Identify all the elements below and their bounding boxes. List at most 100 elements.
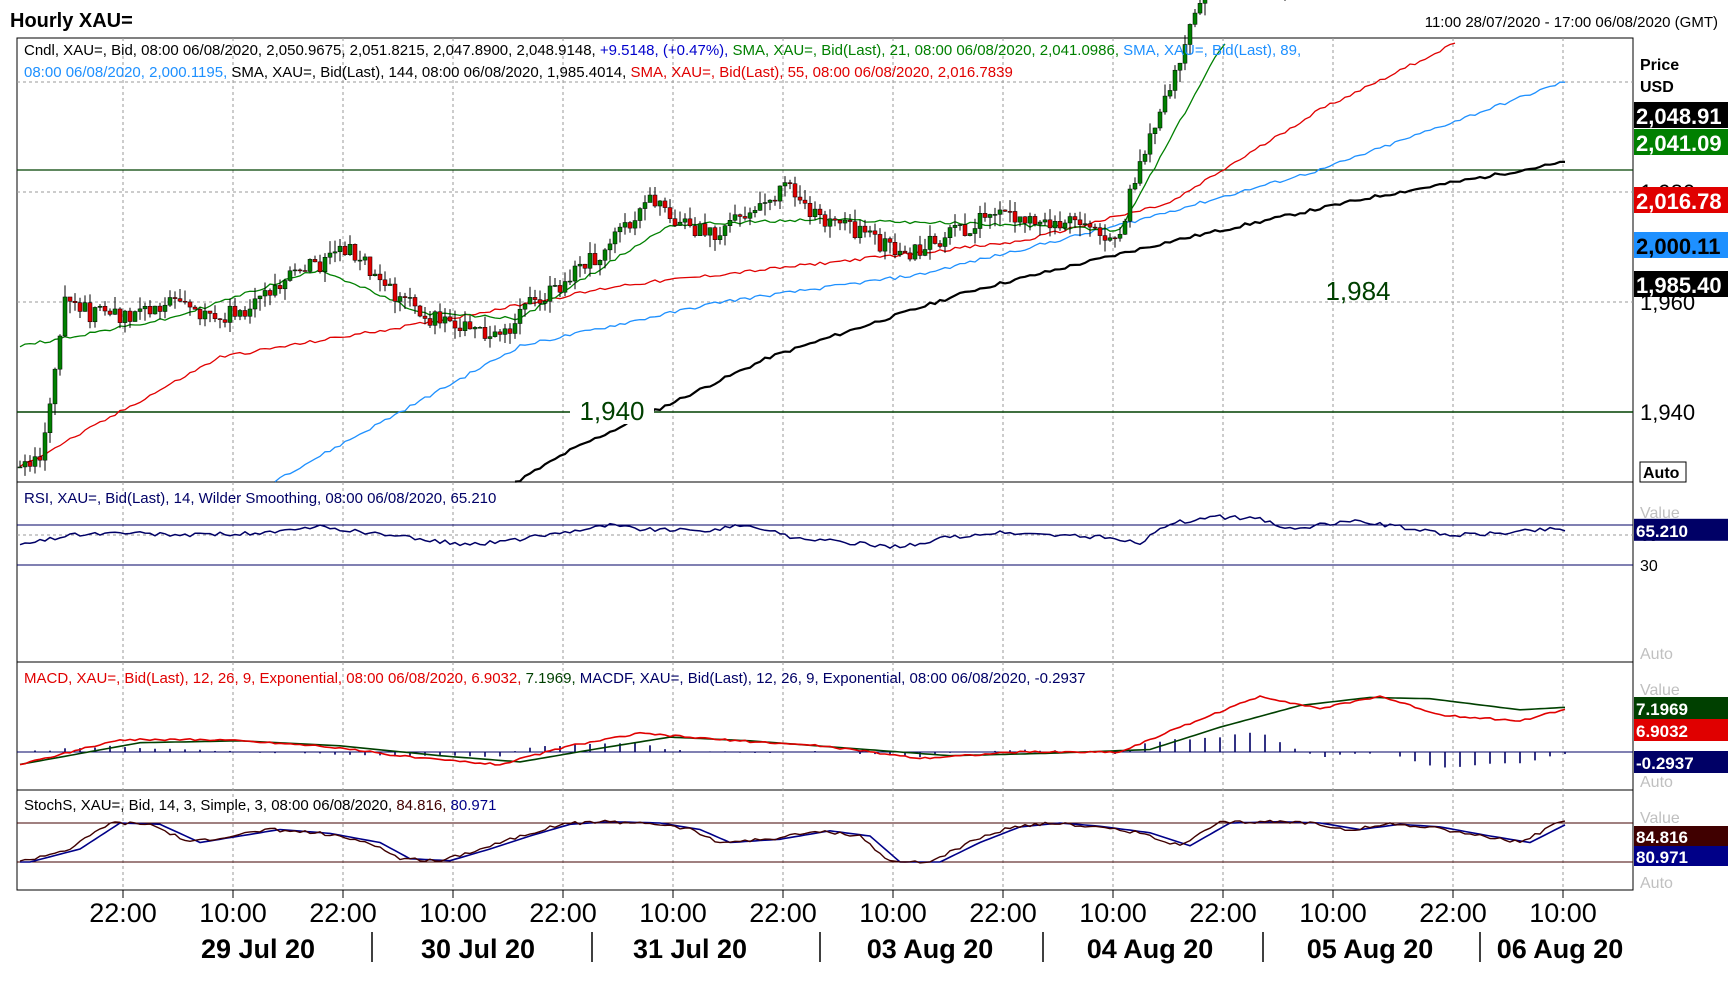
candle-body: [432, 311, 438, 326]
candle-body: [97, 306, 103, 308]
candle-body: [747, 212, 753, 219]
candle-body: [357, 259, 363, 262]
candle-body: [937, 243, 943, 247]
candle-body: [547, 285, 553, 302]
candle-body: [157, 305, 163, 312]
rsi-panel[interactable]: [16, 481, 1634, 663]
candle-body: [647, 194, 653, 203]
price-value-tag: [1634, 187, 1728, 213]
candle-body: [712, 227, 718, 240]
candle-body: [897, 250, 903, 255]
candle-body: [632, 220, 638, 229]
candle-body: [1142, 153, 1148, 162]
candle-body: [352, 244, 358, 261]
macd-axis-title: Value: [1640, 682, 1680, 699]
candle-body: [752, 210, 758, 214]
candle-body: [792, 183, 798, 198]
candle-body: [87, 302, 93, 323]
stoch-auto-label[interactable]: Auto: [1640, 875, 1673, 892]
candle-body: [372, 273, 378, 277]
macd-value-text: 6.9032: [1636, 722, 1688, 741]
candle-body: [882, 238, 888, 252]
candle-body: [322, 256, 328, 273]
candle-body: [567, 280, 573, 283]
date-label: 31 Jul 20: [633, 934, 747, 964]
price-auto-button[interactable]: [1639, 461, 1687, 483]
rsi-auto-label[interactable]: Auto: [1640, 646, 1673, 663]
candle-body: [482, 327, 488, 339]
macd-value-tag: [1634, 719, 1728, 741]
candle-body: [1052, 221, 1058, 229]
legend-segment: +9.5148, (+0.47%),: [600, 42, 733, 59]
candle-body: [622, 222, 628, 228]
candle-body: [47, 403, 53, 433]
rsi-value-text: 65.210: [1636, 522, 1688, 541]
candle-body: [527, 297, 533, 305]
legend-segment: SMA, XAU=, Bid(Last), 21, 08:00 06/08/20…: [732, 42, 1123, 59]
candle-body: [687, 218, 693, 227]
candle-body: [642, 202, 648, 209]
candle-body: [572, 265, 578, 282]
macd-auto-label[interactable]: Auto: [1640, 774, 1673, 791]
candle-body: [1017, 216, 1023, 223]
candle-body: [1182, 44, 1188, 64]
candle-body: [822, 214, 828, 227]
candle-body: [987, 214, 993, 218]
time-tick-label: 10:00: [1299, 898, 1367, 928]
candle-body: [152, 305, 158, 315]
candle-body: [1157, 111, 1163, 129]
price-legend-line-1: Cndl, XAU=, Bid, 08:00 06/08/2020, 2,050…: [24, 42, 1301, 59]
candle-body: [212, 313, 218, 319]
candle-body: [127, 310, 133, 322]
price-value-tag-text: 2,041.09: [1636, 131, 1722, 156]
candle-body: [182, 300, 188, 303]
candle-body: [1172, 69, 1178, 91]
candle-body: [652, 194, 658, 207]
time-tick-label: 10:00: [419, 898, 487, 928]
candle-body: [807, 203, 813, 217]
candle-body: [112, 308, 118, 315]
candle-body: [922, 249, 928, 256]
candle-body: [1002, 209, 1008, 212]
candle-body: [1007, 211, 1013, 213]
candle-body: [982, 213, 988, 218]
candle-body: [812, 208, 818, 217]
candle-body: [332, 251, 338, 254]
candle-body: [1202, 0, 1208, 4]
candle-body: [417, 305, 423, 317]
stoch-axis-title: Value: [1640, 810, 1680, 827]
macd-value-tag: [1634, 697, 1728, 719]
candle-body: [657, 200, 663, 207]
candle-body: [222, 319, 228, 323]
candle-body: [837, 219, 843, 224]
time-tick-label: 22:00: [89, 898, 157, 928]
candle-body: [1042, 219, 1048, 223]
candle-body: [697, 223, 703, 236]
price-panel[interactable]: [16, 37, 1634, 483]
candle-body: [1102, 235, 1108, 241]
sma-55-line: [19, 42, 1456, 468]
candle-body: [917, 244, 923, 256]
candle-body: [892, 242, 898, 255]
candle-body: [347, 244, 353, 255]
moving-average-lines: [19, 42, 1566, 483]
candle-body: [262, 290, 268, 297]
candle-body: [992, 214, 998, 216]
candle-body: [1072, 216, 1078, 221]
stoch-legend: StochS, XAU=, Bid, 14, 3, Simple, 3, 08:…: [24, 797, 496, 814]
price-value-tag: [1634, 102, 1728, 128]
candle-body: [37, 456, 43, 461]
candle-body: [272, 285, 278, 296]
candle-body: [312, 259, 318, 263]
candle-body: [382, 279, 388, 286]
date-label: 29 Jul 20: [201, 934, 315, 964]
candle-body: [62, 296, 68, 337]
candle-body: [77, 302, 83, 312]
candle-body: [517, 308, 523, 324]
candle-body: [552, 285, 558, 287]
stoch-value-text: 80.971: [1636, 848, 1688, 867]
candle-body: [242, 310, 248, 317]
candle-body: [737, 214, 743, 217]
candle-body: [317, 261, 323, 273]
